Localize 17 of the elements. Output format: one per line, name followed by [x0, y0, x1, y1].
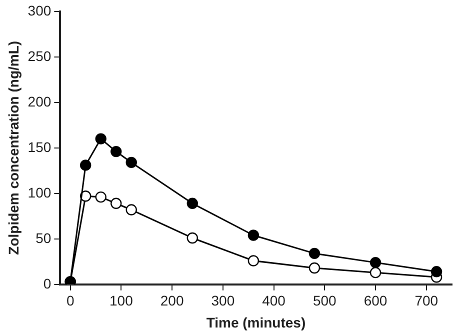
x-axis-title: Time (minutes) — [206, 314, 306, 330]
x-tick-label: 0 — [66, 292, 74, 309]
x-tick-label: 500 — [312, 292, 337, 309]
y-tick-label: 50 — [36, 230, 52, 246]
x-tick-label: 400 — [262, 292, 286, 309]
x-tick-label: 700 — [414, 292, 438, 309]
y-tick-label: 300 — [28, 2, 52, 18]
y-tick-label: 150 — [28, 138, 52, 155]
x-tick-label: 200 — [160, 292, 184, 309]
x-tick-label: 600 — [364, 292, 388, 309]
y-tick-label: 100 — [28, 184, 52, 200]
y-axis-title: Zolpidem concentration (ng/mL) — [5, 40, 22, 255]
y-tick-label: 0 — [43, 275, 52, 292]
y-tick-label: 200 — [28, 93, 52, 110]
x-tick-label: 100 — [110, 292, 134, 309]
x-tick-label: 300 — [211, 292, 235, 309]
y-tick-label: 250 — [28, 48, 52, 64]
